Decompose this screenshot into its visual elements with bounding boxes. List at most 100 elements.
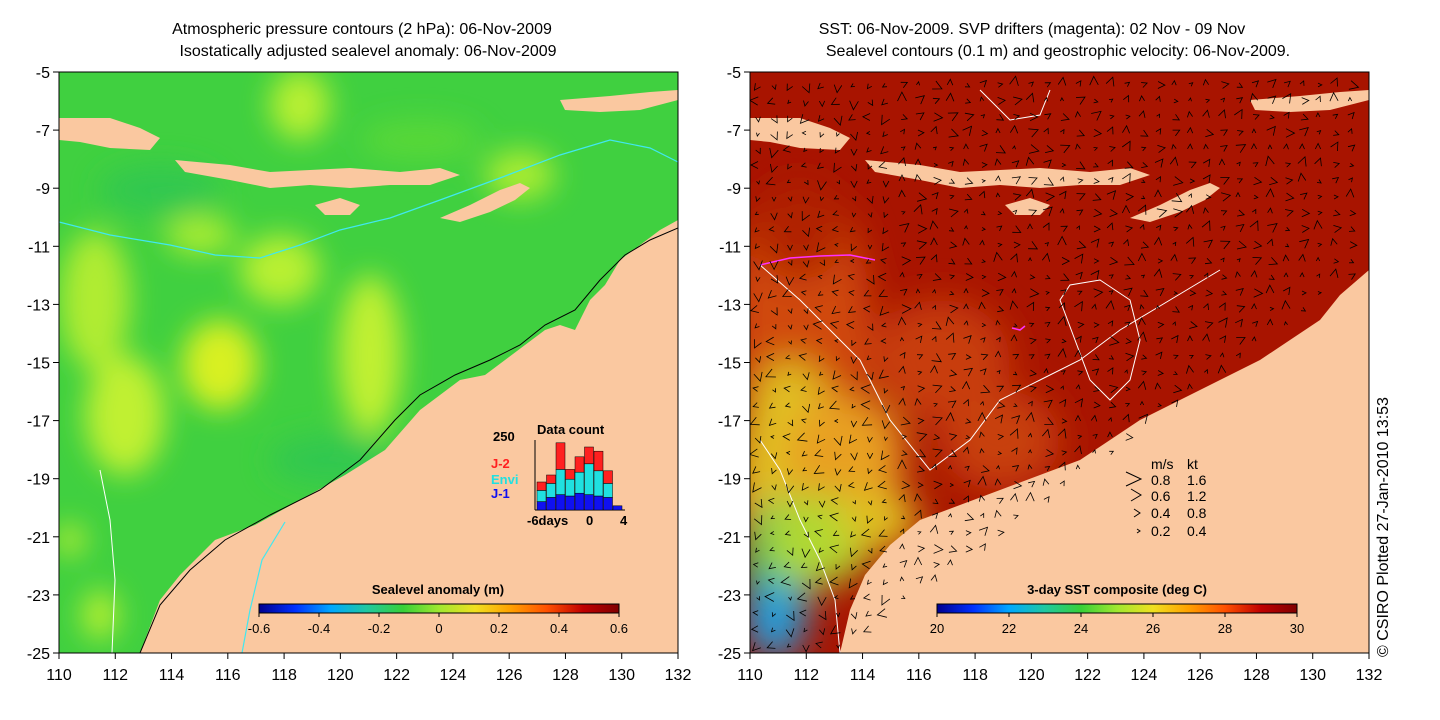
velocity-arrow (830, 497, 839, 505)
right-y-tick-label: -21 (718, 530, 741, 547)
velocity-arrow (1333, 162, 1341, 168)
velocity-arrow (770, 212, 778, 221)
velocity-arrow (1285, 227, 1291, 232)
velocity-arrow (1074, 445, 1082, 455)
left-pressure-contour-cyan-2 (241, 521, 286, 653)
left-x-tick-label: 122 (383, 667, 410, 684)
left-y-tick-label: -11 (28, 239, 50, 256)
velocity-arrow (1107, 431, 1113, 438)
velocity-arrow (965, 98, 972, 104)
velocity-arrow (771, 484, 777, 491)
right-x-tick-label: 124 (1131, 667, 1158, 684)
velocity-arrow (949, 208, 959, 218)
velocity-arrow (867, 164, 873, 170)
velocity-arrow (1043, 127, 1049, 135)
velocity-arrow (1028, 354, 1035, 360)
velocity-arrow (917, 224, 928, 234)
velocity-arrow (1283, 80, 1291, 88)
velocity-arrow (900, 385, 906, 391)
velocity-arrow (1314, 142, 1322, 150)
velocity-arrow (831, 289, 839, 297)
velocity-arrow (897, 459, 907, 470)
velocity-arrow (1173, 98, 1179, 104)
velocity-arrow (850, 612, 858, 620)
velocity-arrow (1173, 384, 1183, 394)
velocity-arrow (1108, 290, 1114, 295)
velocity-arrow (1347, 111, 1355, 120)
velocity-arrow (1348, 80, 1360, 90)
velocity-arrow (1234, 108, 1243, 120)
velocity-arrow (916, 274, 923, 280)
velocity-arrow (997, 272, 1007, 282)
velocity-arrow (900, 128, 906, 135)
velocity-arrow (803, 100, 809, 107)
velocity-arrow (1012, 209, 1018, 215)
velocity-arrow (1125, 433, 1134, 441)
right-y-tick-label: -25 (718, 646, 741, 663)
velocity-arrow (900, 81, 909, 88)
velocity-arrow (866, 147, 872, 153)
velocity-arrow (879, 545, 887, 553)
left-x-tick-label: 118 (271, 667, 297, 684)
velocity-arrow (1028, 144, 1040, 154)
velocity-arrow (1061, 257, 1071, 265)
left-x-tick-label: 120 (327, 667, 354, 684)
velocity-arrow (901, 480, 911, 490)
velocity-arrow (897, 316, 907, 326)
velocity-arrow (1045, 145, 1055, 153)
velocity-arrow (1139, 95, 1145, 102)
velocity-arrow (1220, 210, 1228, 216)
velocity-arrow (782, 145, 791, 153)
velocity-arrow (1188, 82, 1194, 87)
velocity-arrow (1060, 273, 1070, 281)
velocity-arrow (929, 220, 939, 230)
velocity-arrow (1349, 241, 1358, 249)
velocity-arrow (829, 625, 841, 635)
velocity-arrow (1221, 290, 1228, 296)
velocity-arrow (883, 388, 889, 394)
left-colorbar-tick-label: -0.4 (308, 621, 330, 636)
velocity-arrow (980, 337, 986, 343)
velocity-arrow (932, 97, 941, 104)
velocity-arrow (1156, 337, 1164, 344)
velocity-arrow (1059, 176, 1065, 182)
velocity-arrow (1267, 95, 1277, 104)
inset-bar-envi (593, 470, 604, 497)
velocity-legend-ms-header: m/s (1151, 456, 1174, 472)
velocity-arrow (754, 243, 760, 250)
velocity-arrow (1060, 128, 1065, 135)
velocity-arrow (947, 112, 959, 122)
velocity-arrow (980, 353, 989, 361)
left-title-line2: Isostatically adjusted sealevel anomaly:… (179, 43, 556, 60)
velocity-arrow (835, 564, 841, 570)
velocity-arrow (767, 577, 775, 585)
velocity-arrow (1173, 291, 1179, 295)
inset-xlabel-start: -6days (527, 513, 568, 528)
velocity-arrow (1074, 253, 1084, 264)
velocity-arrow (996, 497, 1004, 504)
velocity-arrow (996, 385, 1005, 392)
velocity-arrow (771, 612, 776, 618)
velocity-arrow (1044, 96, 1048, 102)
velocity-arrow (883, 356, 889, 363)
velocity-arrow (964, 177, 974, 185)
velocity-arrow (878, 465, 887, 473)
velocity-arrow (963, 287, 969, 294)
velocity-arrow (784, 402, 791, 408)
velocity-arrow (1155, 351, 1163, 359)
velocity-arrow (1010, 253, 1018, 263)
velocity-arrow (932, 288, 936, 294)
velocity-arrow (849, 100, 859, 111)
velocity-arrow (900, 416, 911, 426)
velocity-arrow (861, 560, 871, 570)
velocity-arrow (945, 316, 955, 326)
velocity-arrow (1061, 418, 1068, 424)
velocity-arrow (1172, 273, 1182, 281)
velocity-arrow (915, 335, 923, 343)
velocity-arrow (785, 484, 795, 494)
velocity-arrow (1219, 335, 1227, 343)
right-y-tick-label: -7 (727, 123, 741, 140)
right-x-tick-label: 118 (962, 667, 988, 684)
velocity-arrow (964, 193, 973, 201)
inset-xlabel-zero: 0 (586, 513, 593, 528)
